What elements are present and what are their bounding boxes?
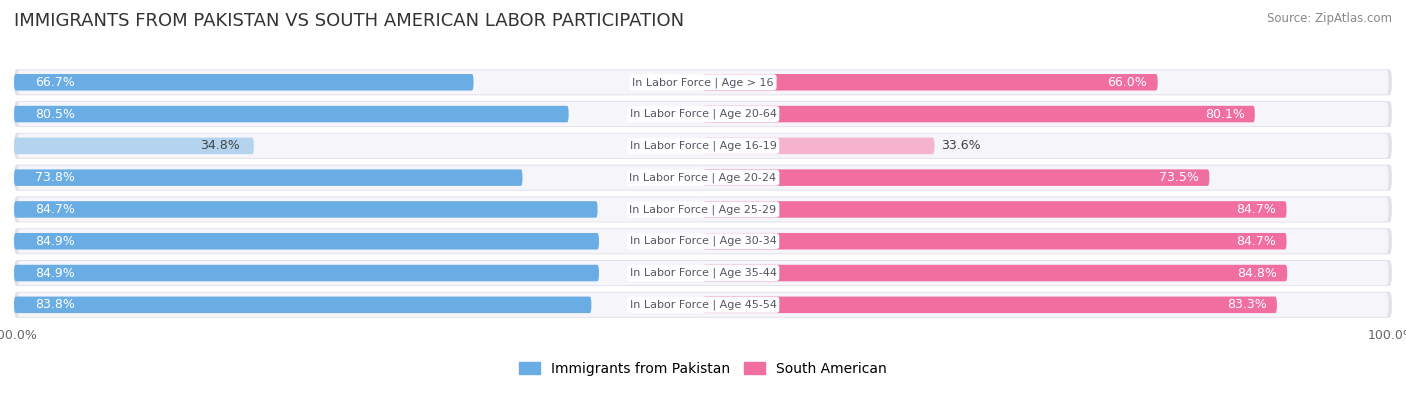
Text: 84.9%: 84.9% xyxy=(35,235,75,248)
Text: 84.7%: 84.7% xyxy=(35,203,75,216)
Text: In Labor Force | Age 35-44: In Labor Force | Age 35-44 xyxy=(630,268,776,278)
Text: In Labor Force | Age > 16: In Labor Force | Age > 16 xyxy=(633,77,773,88)
Text: 34.8%: 34.8% xyxy=(200,139,240,152)
Text: 84.9%: 84.9% xyxy=(35,267,75,280)
FancyBboxPatch shape xyxy=(703,106,1254,122)
Text: 80.1%: 80.1% xyxy=(1205,107,1244,120)
FancyBboxPatch shape xyxy=(14,201,598,218)
Text: 73.8%: 73.8% xyxy=(35,171,75,184)
FancyBboxPatch shape xyxy=(703,201,1286,218)
Text: In Labor Force | Age 20-24: In Labor Force | Age 20-24 xyxy=(630,172,776,183)
FancyBboxPatch shape xyxy=(14,165,1392,191)
FancyBboxPatch shape xyxy=(17,70,1389,94)
FancyBboxPatch shape xyxy=(14,137,254,154)
Text: 73.5%: 73.5% xyxy=(1159,171,1199,184)
Text: In Labor Force | Age 20-64: In Labor Force | Age 20-64 xyxy=(630,109,776,119)
FancyBboxPatch shape xyxy=(14,101,1392,127)
FancyBboxPatch shape xyxy=(17,229,1389,253)
FancyBboxPatch shape xyxy=(703,233,1286,250)
FancyBboxPatch shape xyxy=(17,134,1389,158)
FancyBboxPatch shape xyxy=(703,265,1288,281)
FancyBboxPatch shape xyxy=(17,261,1389,285)
Text: 84.8%: 84.8% xyxy=(1237,267,1277,280)
FancyBboxPatch shape xyxy=(14,196,1392,222)
FancyBboxPatch shape xyxy=(14,106,568,122)
FancyBboxPatch shape xyxy=(14,292,1392,318)
FancyBboxPatch shape xyxy=(703,74,1157,90)
Text: 80.5%: 80.5% xyxy=(35,107,75,120)
Text: In Labor Force | Age 25-29: In Labor Force | Age 25-29 xyxy=(630,204,776,215)
Text: Source: ZipAtlas.com: Source: ZipAtlas.com xyxy=(1267,12,1392,25)
Text: IMMIGRANTS FROM PAKISTAN VS SOUTH AMERICAN LABOR PARTICIPATION: IMMIGRANTS FROM PAKISTAN VS SOUTH AMERIC… xyxy=(14,12,685,30)
FancyBboxPatch shape xyxy=(703,137,935,154)
FancyBboxPatch shape xyxy=(17,166,1389,190)
FancyBboxPatch shape xyxy=(14,169,523,186)
Text: In Labor Force | Age 45-54: In Labor Force | Age 45-54 xyxy=(630,299,776,310)
Text: 84.7%: 84.7% xyxy=(1236,203,1277,216)
FancyBboxPatch shape xyxy=(17,293,1389,317)
FancyBboxPatch shape xyxy=(14,69,1392,95)
FancyBboxPatch shape xyxy=(14,74,474,90)
Text: In Labor Force | Age 30-34: In Labor Force | Age 30-34 xyxy=(630,236,776,246)
FancyBboxPatch shape xyxy=(17,198,1389,222)
FancyBboxPatch shape xyxy=(17,102,1389,126)
FancyBboxPatch shape xyxy=(703,169,1209,186)
FancyBboxPatch shape xyxy=(14,265,599,281)
Text: 83.8%: 83.8% xyxy=(35,298,75,311)
FancyBboxPatch shape xyxy=(703,297,1277,313)
Text: 83.3%: 83.3% xyxy=(1227,298,1267,311)
Text: 84.7%: 84.7% xyxy=(1236,235,1277,248)
Text: 33.6%: 33.6% xyxy=(942,139,981,152)
FancyBboxPatch shape xyxy=(14,297,592,313)
Text: 66.7%: 66.7% xyxy=(35,76,75,89)
Text: 66.0%: 66.0% xyxy=(1108,76,1147,89)
FancyBboxPatch shape xyxy=(14,228,1392,254)
Text: In Labor Force | Age 16-19: In Labor Force | Age 16-19 xyxy=(630,141,776,151)
FancyBboxPatch shape xyxy=(14,260,1392,286)
Legend: Immigrants from Pakistan, South American: Immigrants from Pakistan, South American xyxy=(513,356,893,381)
FancyBboxPatch shape xyxy=(14,233,599,250)
FancyBboxPatch shape xyxy=(14,133,1392,159)
